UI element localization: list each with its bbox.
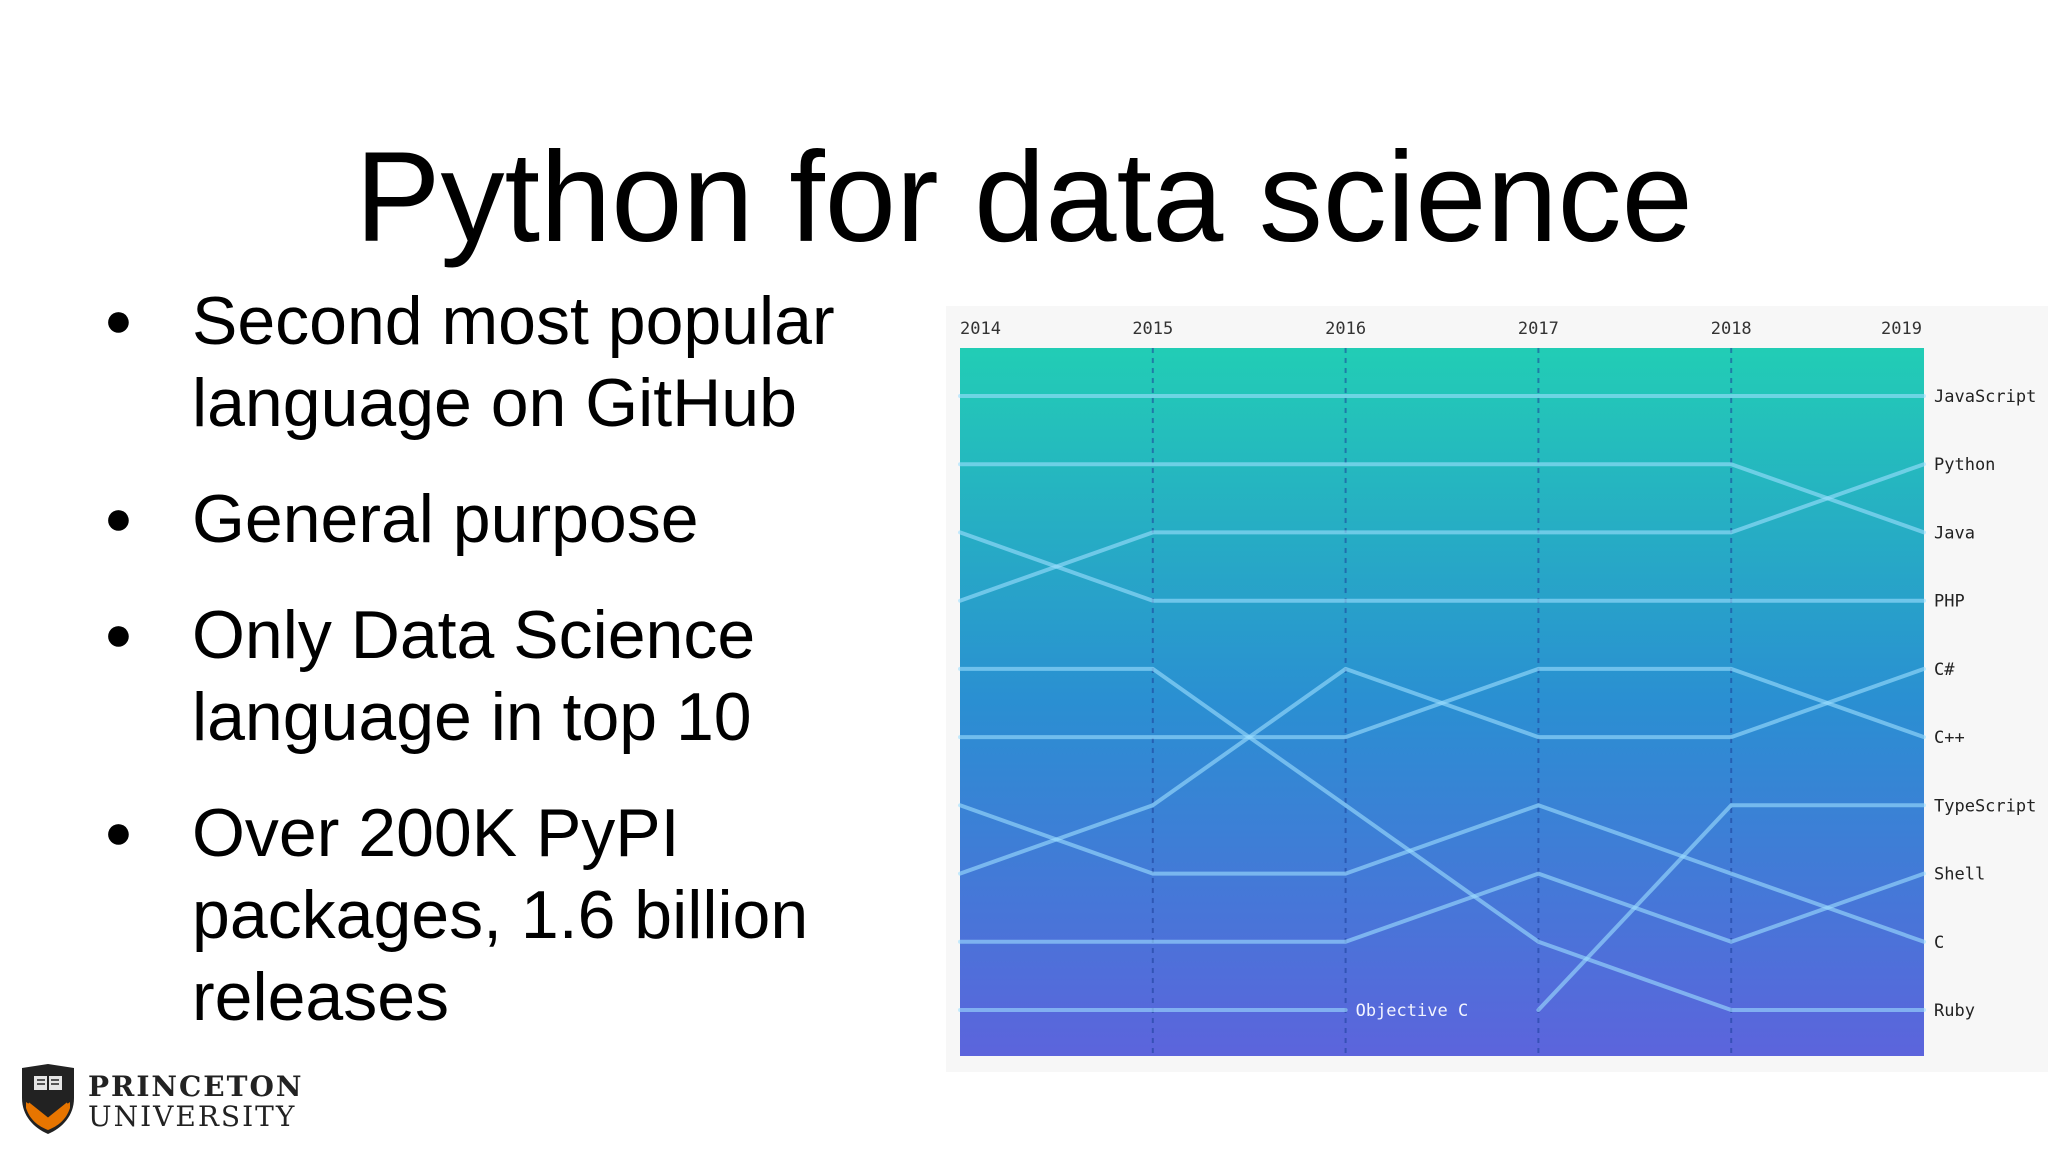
x-tick-label: 2018	[1711, 319, 1752, 339]
series-line-c	[958, 803, 1926, 944]
series-line-java	[958, 462, 1926, 535]
series-label: C#	[1934, 660, 1955, 680]
chart-panel: 2014 2015 2016 2017 2018 2019 JavaScript Pytho…	[946, 306, 2048, 1072]
x-tick-label: 2014	[960, 319, 1001, 339]
x-tick-label: 2015	[1132, 319, 1173, 339]
bullet-list: Second most popular language on GitHub G…	[100, 280, 900, 1072]
series-label: Java	[1934, 523, 1975, 543]
series-label: Shell	[1934, 865, 1985, 885]
series-label: Python	[1934, 455, 1995, 475]
series-line-typescript	[1536, 803, 1926, 1012]
annotation-label: Objective C	[1356, 1001, 1469, 1021]
series-label: JavaScript	[1934, 387, 2036, 407]
princeton-logo: PRINCETON UNIVERSITY	[18, 1062, 318, 1142]
logo-line-1: PRINCETON	[88, 1070, 304, 1103]
series-line-shell	[958, 871, 1926, 944]
series-label: C++	[1934, 728, 1965, 748]
series-label: PHP	[1934, 592, 1965, 612]
slide-title: Python for data science	[355, 126, 1693, 269]
bullet-item: General purpose	[100, 478, 900, 560]
series-label: TypeScript	[1934, 796, 2036, 816]
language-rank-chart: 2014 2015 2016 2017 2018 2019 JavaScript Pytho…	[958, 319, 2036, 1056]
x-tick-label: 2019	[1881, 319, 1922, 339]
x-tick-label: 2017	[1518, 319, 1559, 339]
series-line-python	[958, 462, 1926, 603]
princeton-shield-icon	[22, 1064, 74, 1134]
x-tick-label: 2016	[1325, 319, 1366, 339]
series-line-php	[958, 530, 1926, 603]
bullet-item: Over 200K PyPI packages, 1.6 billion rel…	[100, 792, 900, 1038]
bullet-item: Only Data Science language in top 10	[100, 594, 900, 758]
series-line-ruby	[958, 666, 1926, 1012]
series-line-c-	[958, 666, 1926, 740]
series-label: Ruby	[1934, 1001, 1975, 1021]
bullet-item: Second most popular language on GitHub	[100, 280, 900, 444]
series-label: C	[1934, 933, 1944, 953]
logo-line-2: UNIVERSITY	[88, 1100, 297, 1133]
